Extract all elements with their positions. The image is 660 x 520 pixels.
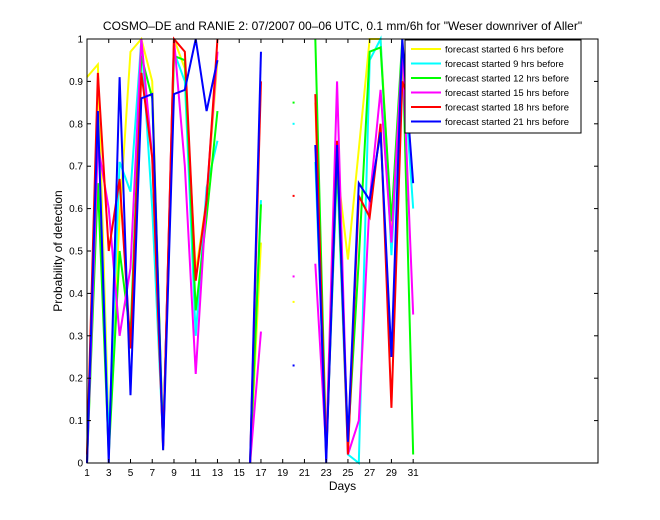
legend-entry: forecast started 15 hrs before	[445, 88, 569, 99]
series-line	[314, 38, 415, 464]
x-tick-label: 1	[84, 468, 90, 479]
x-tick-label: 7	[149, 468, 155, 479]
series-line	[249, 331, 262, 464]
legend-entry: forecast started 6 hrs before	[445, 45, 564, 56]
y-tick-label: 0	[77, 459, 83, 470]
series-line	[249, 51, 262, 464]
x-tick-label: 29	[386, 468, 398, 479]
x-tick-label: 5	[128, 468, 134, 479]
x-tick-label: 17	[255, 468, 267, 479]
chart-title: COSMO–DE and RANIE 2: 07/2007 00–06 UTC,…	[103, 19, 582, 33]
x-tick-label: 23	[321, 468, 333, 479]
y-tick-label: 0.9	[69, 77, 83, 88]
x-tick-label: 21	[299, 468, 311, 479]
legend-entry: forecast started 21 hrs before	[445, 117, 569, 128]
x-tick-label: 3	[106, 468, 112, 479]
legend-entry: forecast started 18 hrs before	[445, 103, 569, 114]
x-tick-label: 27	[364, 468, 376, 479]
legend-entry: forecast started 9 hrs before	[445, 59, 564, 70]
y-tick-label: 0.3	[69, 331, 83, 342]
x-tick-label: 11	[191, 468, 202, 479]
y-tick-label: 0.7	[69, 162, 83, 173]
legend-entry: forecast started 12 hrs before	[445, 74, 569, 85]
y-tick-label: 0.8	[69, 119, 83, 130]
x-axis-ticks: 1 3 5 7 9 11 13 15 17 19 21 23 25 27 29 31	[84, 39, 419, 479]
y-tick-label: 0.1	[69, 416, 83, 427]
y-axis-ticks: 0 0.1 0.2 0.3 0.4 0.5 0.6 0.7 0.8 0.9 1	[69, 35, 598, 470]
x-tick-label: 19	[277, 468, 289, 479]
x-axis-label: Days	[329, 479, 356, 493]
plot-area: 1 3 5 7 9 11 13 15 17 19 21 23 25 27 29 31 00.10.20.30.…	[69, 35, 599, 479]
series-line	[314, 47, 415, 455]
x-tick-label: 13	[212, 468, 224, 479]
series-line	[86, 36, 219, 455]
x-tick-label: 25	[342, 468, 354, 479]
legend-box	[404, 39, 582, 134]
y-tick-label: 0.5	[69, 247, 83, 258]
y-tick-label: 0.6	[69, 204, 83, 215]
y-axis-label: Probability of detection	[51, 190, 65, 311]
legend: forecast started 6 hrs before forecast st…	[404, 39, 582, 134]
y-tick-label: 0.2	[69, 374, 83, 385]
x-tick-label: 15	[234, 468, 246, 479]
y-tick-label: 1	[77, 35, 83, 46]
y-tick-label: 0.4	[69, 289, 83, 300]
x-tick-label: 9	[171, 468, 177, 479]
x-tick-label: 31	[408, 468, 420, 479]
